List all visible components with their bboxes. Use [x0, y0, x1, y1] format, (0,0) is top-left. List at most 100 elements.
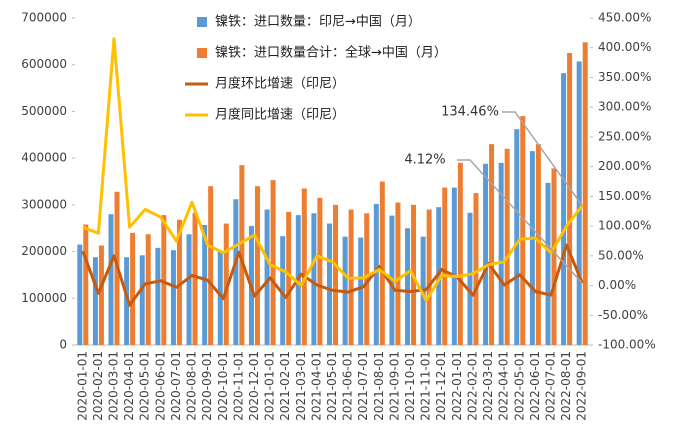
- y2-tick-label: 0.00%: [598, 278, 636, 292]
- legend-label: 镍铁：进口数量合计：全球→中国（月）: [215, 45, 447, 61]
- x-tick-label: 2022-02-01: [465, 351, 479, 421]
- x-tick-label: 2020-10-01: [216, 351, 230, 421]
- bar: [311, 213, 317, 345]
- y-tick-label: 0: [59, 338, 67, 352]
- y2-tick-label: 50.00%: [598, 248, 644, 262]
- x-tick-label: 2022-01-01: [450, 351, 464, 421]
- y2-tick-label: 400.00%: [598, 40, 651, 54]
- x-tick-label: 2021-06-01: [341, 351, 355, 421]
- bar: [270, 180, 276, 345]
- y2-tick-label: 200.00%: [598, 159, 651, 173]
- bar: [451, 187, 457, 345]
- x-tick-label: 2020-01-01: [75, 351, 89, 421]
- bar: [473, 193, 479, 345]
- x-tick-label: 2020-12-01: [247, 351, 261, 421]
- bar: [358, 237, 364, 345]
- bar: [405, 228, 411, 345]
- bar: [373, 203, 379, 345]
- x-tick-label: 2022-09-01: [575, 351, 589, 421]
- bar: [395, 202, 401, 345]
- bar: [498, 162, 504, 345]
- bar: [186, 234, 192, 345]
- x-tick-label: 2021-11-01: [419, 351, 433, 421]
- bar: [327, 223, 332, 345]
- annotation-leader: [457, 159, 583, 284]
- bar: [529, 151, 535, 345]
- bar: [145, 234, 151, 345]
- x-tick-label: 2021-05-01: [325, 351, 339, 421]
- bar: [161, 215, 167, 345]
- bar: [333, 204, 338, 345]
- y-tick-label: 500000: [21, 104, 67, 118]
- bar: [582, 42, 588, 345]
- x-tick-label: 2022-05-01: [512, 351, 526, 421]
- bar: [504, 148, 510, 345]
- bar: [217, 251, 223, 345]
- bar: [98, 245, 104, 345]
- bar: [561, 73, 567, 345]
- legend-swatch: [197, 48, 207, 58]
- x-tick-label: 2021-02-01: [278, 351, 292, 421]
- y-tick-label: 600000: [21, 57, 67, 71]
- bar: [483, 163, 489, 345]
- bar: [77, 244, 83, 345]
- x-tick-label: 2020-09-01: [200, 351, 214, 421]
- bar: [576, 61, 582, 346]
- bar: [520, 116, 526, 345]
- x-tick-label: 2020-05-01: [138, 351, 152, 421]
- annotation-leader: [502, 111, 583, 207]
- bar: [426, 209, 432, 345]
- y-tick-label: 700000: [21, 11, 67, 25]
- x-tick-label: 2022-03-01: [481, 351, 495, 421]
- legend-label: 月度同比增速（印尼）: [215, 107, 345, 123]
- bar: [467, 212, 473, 345]
- y2-tick-label: 150.00%: [598, 189, 651, 203]
- x-tick-label: 2020-02-01: [91, 351, 105, 421]
- x-tick-label: 2021-10-01: [403, 351, 417, 421]
- y2-tick-label: 250.00%: [598, 129, 651, 143]
- y2-tick-label: -100.00%: [598, 338, 656, 352]
- y-tick-label: 100000: [21, 291, 67, 305]
- bar: [202, 224, 208, 345]
- bar: [108, 214, 114, 345]
- y2-tick-label: -50.00%: [598, 308, 648, 322]
- bar: [170, 250, 176, 345]
- x-tick-label: 2021-08-01: [372, 351, 386, 421]
- x-tick-label: 2020-07-01: [169, 351, 183, 421]
- bar: [130, 232, 136, 345]
- legend-label: 镍铁：进口数量：印尼→中国（月）: [215, 15, 421, 30]
- x-tick-label: 2021-09-01: [387, 351, 401, 421]
- bar: [254, 186, 260, 345]
- legend-swatch: [197, 17, 207, 27]
- bar: [286, 211, 292, 345]
- bar: [567, 53, 573, 346]
- y-tick-label: 400000: [21, 151, 67, 165]
- bar: [317, 197, 323, 345]
- bar: [92, 257, 98, 345]
- bar: [124, 257, 130, 345]
- y2-tick-label: 100.00%: [598, 219, 651, 233]
- x-tick-label: 2022-07-01: [543, 351, 557, 421]
- bar: [280, 236, 286, 345]
- bar: [535, 144, 541, 345]
- bar: [192, 212, 198, 345]
- bar: [239, 165, 245, 345]
- bar: [83, 224, 89, 345]
- y-tick-label: 300000: [21, 197, 67, 211]
- x-tick-label: 2020-11-01: [231, 351, 245, 421]
- bar: [223, 223, 229, 345]
- x-tick-label: 2021-07-01: [356, 351, 370, 421]
- y2-tick-label: 300.00%: [598, 100, 651, 114]
- bar: [364, 213, 370, 345]
- annotation: 134.46%: [441, 105, 499, 120]
- bar: [176, 219, 182, 345]
- y2-tick-label: 350.00%: [598, 70, 651, 84]
- x-tick-label: 2020-04-01: [122, 351, 136, 421]
- x-tick-label: 2020-08-01: [185, 351, 199, 421]
- bar: [379, 181, 385, 345]
- bar: [139, 255, 145, 345]
- x-tick-label: 2022-04-01: [497, 351, 511, 421]
- bar: [551, 168, 557, 345]
- x-tick-label: 2022-06-01: [528, 351, 542, 421]
